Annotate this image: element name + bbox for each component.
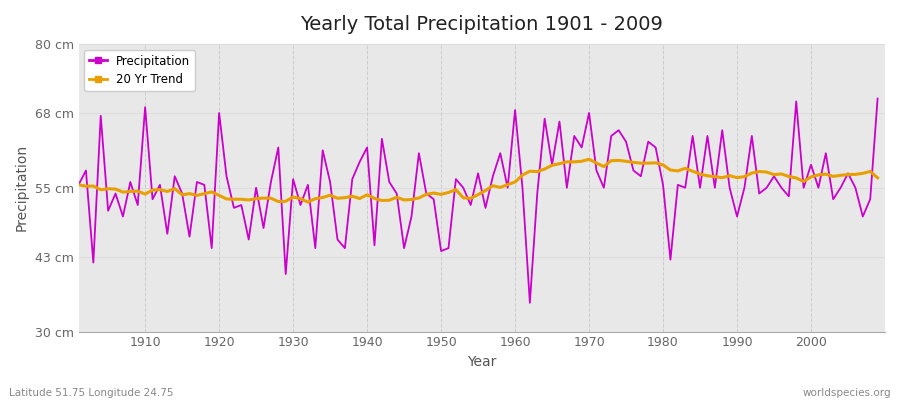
Precipitation (872, 96, 883, 101)
Precipitation (502, 185, 513, 190)
Precipitation (295, 202, 306, 207)
20 Yr Trend (518, 173, 528, 178)
Y-axis label: Precipitation: Precipitation (15, 144, 29, 231)
20 Yr Trend (132, 189, 143, 194)
20 Yr Trend (872, 175, 883, 180)
Line: Precipitation: Precipitation (78, 98, 878, 303)
Precipitation (606, 134, 616, 138)
20 Yr Trend (509, 180, 520, 184)
Precipitation (339, 246, 350, 250)
20 Yr Trend (295, 196, 306, 201)
Precipitation (73, 182, 84, 187)
Text: worldspecies.org: worldspecies.org (803, 388, 891, 398)
20 Yr Trend (302, 200, 313, 204)
20 Yr Trend (73, 182, 84, 187)
Legend: Precipitation, 20 Yr Trend: Precipitation, 20 Yr Trend (85, 50, 195, 91)
Title: Yearly Total Precipitation 1901 - 2009: Yearly Total Precipitation 1901 - 2009 (301, 15, 663, 34)
Precipitation (525, 300, 535, 305)
X-axis label: Year: Year (467, 355, 497, 369)
20 Yr Trend (613, 158, 624, 163)
Line: 20 Yr Trend: 20 Yr Trend (78, 159, 878, 202)
20 Yr Trend (346, 194, 357, 199)
Precipitation (509, 108, 520, 112)
Text: Latitude 51.75 Longitude 24.75: Latitude 51.75 Longitude 24.75 (9, 388, 174, 398)
Precipitation (132, 202, 143, 207)
20 Yr Trend (584, 157, 595, 162)
